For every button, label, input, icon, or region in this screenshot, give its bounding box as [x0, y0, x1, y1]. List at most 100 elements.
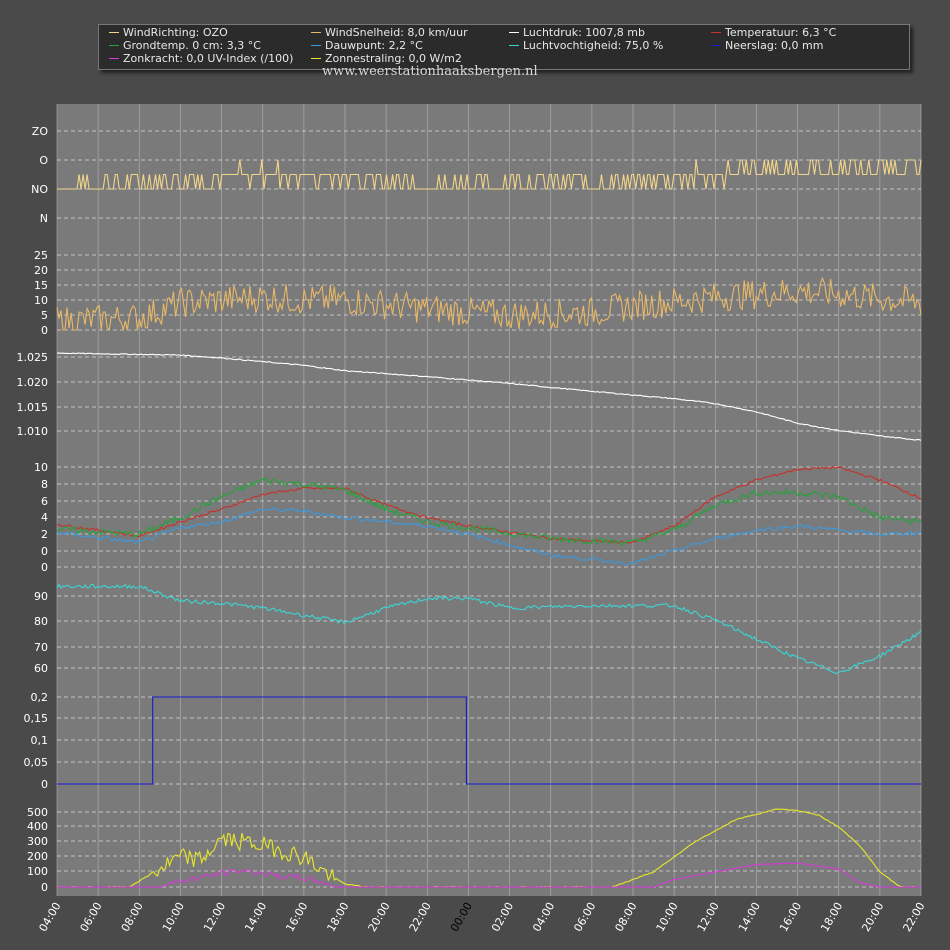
y-tick-label: 0 — [41, 778, 48, 791]
plot-area — [57, 104, 921, 896]
legend-item-luchtdruk: Luchtdruk: 1007,8 mb — [509, 26, 645, 39]
y-tick-label: 1.010 — [17, 425, 49, 438]
x-tick-label: 04:00 — [530, 900, 557, 934]
legend-swatch — [109, 31, 119, 33]
legend-label: Luchtvochtigheid: 75,0 % — [523, 39, 664, 52]
series-line-windsnelheid — [56, 276, 922, 331]
legend-label: WindRichting: OZO — [123, 26, 228, 39]
legend-swatch — [711, 31, 721, 33]
x-tick-label: 12:00 — [201, 900, 228, 934]
y-tick-label: 70 — [34, 641, 48, 654]
y-tick-label: 90 — [34, 590, 48, 603]
legend-item-windrichting: WindRichting: OZO — [109, 26, 228, 39]
x-tick-label: 20:00 — [366, 900, 393, 934]
legend-item-zonkracht: Zonkracht: 0,0 UV-Index (/100) — [109, 52, 293, 65]
legend-swatch — [311, 44, 321, 46]
x-tick-label: 10:00 — [160, 900, 187, 934]
legend-label: WindSnelheid: 8,0 km/uur — [325, 26, 468, 39]
y-tick-label: 200 — [27, 850, 48, 863]
legend-item-temperatuur: Temperatuur: 6,3 °C — [711, 26, 836, 39]
x-tick-label: 20:00 — [859, 900, 886, 934]
series-line-temperatuur — [56, 465, 922, 545]
series-line-windrichting — [57, 159, 922, 190]
y-tick-label: 0,2 — [31, 691, 49, 704]
x-tick-label: 16:00 — [283, 900, 310, 934]
x-tick-label: 14:00 — [736, 900, 763, 934]
legend-swatch — [311, 57, 321, 59]
legend-item-luchtvochtigheid: Luchtvochtigheid: 75,0 % — [509, 39, 663, 52]
series-line-luchtvochtigheid — [56, 583, 922, 675]
watermark: www.weerstationhaaksbergen.nl — [322, 64, 538, 79]
legend-swatch — [109, 57, 119, 59]
y-tick-label: 25 — [34, 249, 48, 262]
x-tick-label: 04:00 — [36, 900, 63, 934]
legend-label: Temperatuur: 6,3 °C — [725, 26, 837, 39]
y-tick-label: 0 — [41, 561, 48, 574]
series-line-zonkracht — [57, 862, 922, 888]
y-tick-label: 500 — [27, 806, 48, 819]
y-tick-label: 400 — [27, 820, 48, 833]
legend-item-windsnelheid: WindSnelheid: 8,0 km/uur — [311, 26, 468, 39]
y-tick-label: 10 — [34, 461, 48, 474]
x-tick-label: 08:00 — [612, 900, 639, 934]
legend-label: Dauwpunt: 2,2 °C — [325, 39, 423, 52]
y-tick-label: 1.025 — [17, 351, 49, 364]
x-tick-label: 08:00 — [119, 900, 146, 934]
legend-item-neerslag: Neerslag: 0,0 mm — [711, 39, 823, 52]
y-tick-label: 80 — [34, 615, 48, 628]
y-tick-label: 8 — [41, 478, 48, 491]
x-tick-label: 18:00 — [324, 900, 351, 934]
y-tick-label: 0,05 — [24, 756, 49, 769]
y-tick-label: 20 — [34, 264, 48, 277]
legend-label: Zonnestraling: 0,0 W/m2 — [325, 52, 462, 65]
legend-item-grondtemp: Grondtemp. 0 cm: 3,3 °C — [109, 39, 261, 52]
series-line-luchtdruk — [57, 352, 922, 441]
legend-swatch — [509, 31, 519, 33]
legend-swatch — [711, 44, 721, 46]
y-tick-label: O — [39, 154, 48, 167]
x-tick-label: 18:00 — [818, 900, 845, 934]
x-tick-label: 10:00 — [654, 900, 681, 934]
y-tick-label: 100 — [27, 865, 48, 878]
y-tick-label: 0 — [41, 881, 48, 894]
legend-label: Neerslag: 0,0 mm — [725, 39, 824, 52]
y-tick-label: NO — [31, 183, 48, 196]
y-tick-label: 0,15 — [24, 712, 49, 725]
legend-label: Grondtemp. 0 cm: 3,3 °C — [123, 39, 261, 52]
y-tick-label: 5 — [41, 309, 48, 322]
y-tick-label: 0 — [41, 545, 48, 558]
x-tick-label: 00:00 — [448, 900, 475, 934]
y-tick-label: 0,1 — [31, 734, 49, 747]
legend-swatch — [509, 44, 519, 46]
x-tick-label: 12:00 — [695, 900, 722, 934]
x-tick-label: 16:00 — [777, 900, 804, 934]
x-tick-label: 14:00 — [242, 900, 269, 934]
y-tick-label: 300 — [27, 835, 48, 848]
legend-label: Zonkracht: 0,0 UV-Index (/100) — [123, 52, 294, 65]
x-tick-label: 06:00 — [571, 900, 598, 934]
x-tick-label: 22:00 — [407, 900, 434, 934]
y-tick-label: 2 — [41, 528, 48, 541]
series-line-grondtemp — [56, 476, 922, 547]
y-tick-label: 0 — [41, 324, 48, 337]
x-tick-label: 22:00 — [900, 900, 927, 934]
x-tick-label: 06:00 — [78, 900, 105, 934]
y-tick-label: 1.015 — [17, 401, 49, 414]
legend-item-dauwpunt: Dauwpunt: 2,2 °C — [311, 39, 423, 52]
y-tick-label: 1.020 — [17, 376, 49, 389]
legend-box: WindRichting: OZO WindSnelheid: 8,0 km/u… — [98, 24, 910, 70]
legend-swatch — [311, 31, 321, 33]
y-tick-label: 15 — [34, 279, 48, 292]
series-line-dauwpunt — [56, 506, 922, 566]
y-tick-label: 6 — [41, 495, 48, 508]
y-tick-label: 4 — [41, 511, 48, 524]
y-tick-label: 10 — [34, 294, 48, 307]
x-tick-label: 02:00 — [489, 900, 516, 934]
legend-label: Luchtdruk: 1007,8 mb — [523, 26, 645, 39]
y-tick-label: 60 — [34, 662, 48, 675]
legend-item-zonnestraling: Zonnestraling: 0,0 W/m2 — [311, 52, 462, 65]
y-tick-label: N — [40, 212, 48, 225]
legend-swatch — [109, 44, 119, 46]
series-line-neerslag — [57, 696, 921, 785]
